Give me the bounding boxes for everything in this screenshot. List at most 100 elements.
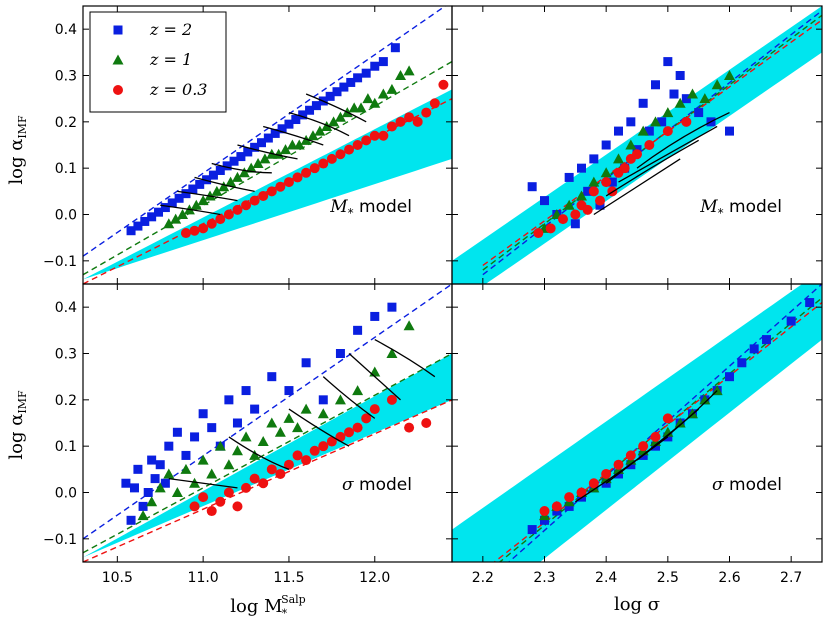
y-tick-label: 0.4 [55,22,77,38]
data-point-z1 [283,412,295,423]
data-point-z03 [638,441,649,452]
data-point-z1 [625,139,637,150]
y-axis-label-top: log αIMF [6,115,29,185]
data-point-z1 [190,199,202,210]
data-point-z03 [352,140,363,150]
legend-marker-z1 [112,54,124,65]
legend-label-z1: z = 1 [149,50,192,69]
data-point-z2 [147,212,157,222]
data-point-z03 [249,473,260,484]
data-point-z2 [346,77,356,87]
data-point-z1 [711,79,723,90]
data-point-z03 [412,116,423,127]
data-point-z2 [540,196,549,206]
data-point-z1 [218,181,230,192]
x-tick-label: 11.0 [188,570,219,586]
data-point-z2 [263,133,273,143]
data-point-z03 [275,181,286,192]
data-point-z1 [369,97,381,108]
fit-line-z1 [498,297,822,562]
data-point-z03 [258,478,269,489]
data-point-z1 [280,144,292,155]
data-point-z2 [121,478,131,488]
y-tick-label: −0.1 [43,532,77,548]
data-point-z2 [298,110,308,120]
data-point-z2 [607,177,617,187]
legend-marker-z2 [113,25,123,35]
y-tick-label: 0.3 [55,69,77,85]
data-point-z2 [224,395,234,405]
data-point-z03 [223,209,234,220]
data-point-z1 [355,102,367,113]
data-point-z2 [564,172,574,182]
evolution-track [237,144,298,160]
data-point-z2 [150,474,160,484]
panel-bottom-right: σ model [452,284,822,562]
data-point-z03 [386,121,397,132]
fit-line-z2 [507,284,822,562]
data-point-z1 [307,130,319,141]
data-point-z03 [404,112,415,123]
data-point-z1 [171,487,183,497]
data-point-z03 [292,450,303,461]
data-point-z03 [558,214,568,225]
data-point-z2 [737,358,747,368]
data-point-z2 [589,154,599,164]
data-point-z03 [318,441,329,452]
data-point-z03 [344,427,355,438]
data-point-z1 [137,510,149,521]
data-point-z2 [694,108,704,118]
data-point-z03 [275,468,286,479]
data-point-z03 [619,163,630,174]
legend-label-z2: z = 2 [149,20,192,39]
data-point-z1 [687,88,698,99]
data-point-z03 [625,450,636,461]
data-point-z1 [177,209,189,219]
data-point-z2 [138,501,148,511]
data-point-z03 [215,496,226,507]
svg-text:log αIMF: log αIMF [6,390,29,460]
data-point-z2 [215,165,225,175]
data-point-z03 [588,186,599,197]
data-point-z2 [657,117,667,127]
data-point-z1 [369,366,381,377]
y-tick-label: 0.4 [55,300,77,316]
data-point-z2 [267,372,277,382]
data-point-z1 [154,482,166,493]
data-point-z03 [189,225,200,236]
data-point-z03 [335,149,346,160]
data-point-z03 [421,418,432,428]
evolution-track [160,204,221,216]
data-point-z03 [344,144,355,155]
data-point-z1 [214,440,226,451]
data-point-z1 [245,162,257,173]
x-tick-label: 2.5 [657,570,679,586]
data-point-z1 [662,426,674,437]
data-point-z1 [600,167,612,178]
data-point-z2 [143,488,153,497]
x-axis-label-sigma: log σ [614,594,660,615]
fit-line-z2 [83,6,447,257]
data-point-z2 [172,427,182,437]
data-point-z1 [223,459,235,470]
data-point-z1 [674,417,686,428]
data-point-z1 [613,153,624,164]
data-point-z03 [223,487,234,498]
data-point-z1 [362,93,374,104]
data-point-z2 [250,404,260,414]
y-axis-label-bottom: log αIMF [6,390,29,460]
evolution-track [263,125,324,146]
data-point-z2 [663,57,673,67]
evolution-track [374,339,436,378]
fit-line-z1 [83,352,452,554]
x-tick-label: 11.5 [273,570,304,586]
data-point-z2 [370,311,380,321]
data-point-z2 [378,57,388,67]
model-label: σ model [712,475,782,495]
data-point-z03 [258,190,269,201]
data-point-z03 [318,158,329,169]
data-point-z03 [533,228,544,239]
data-point-z2 [601,140,611,150]
data-point-z2 [250,142,260,152]
